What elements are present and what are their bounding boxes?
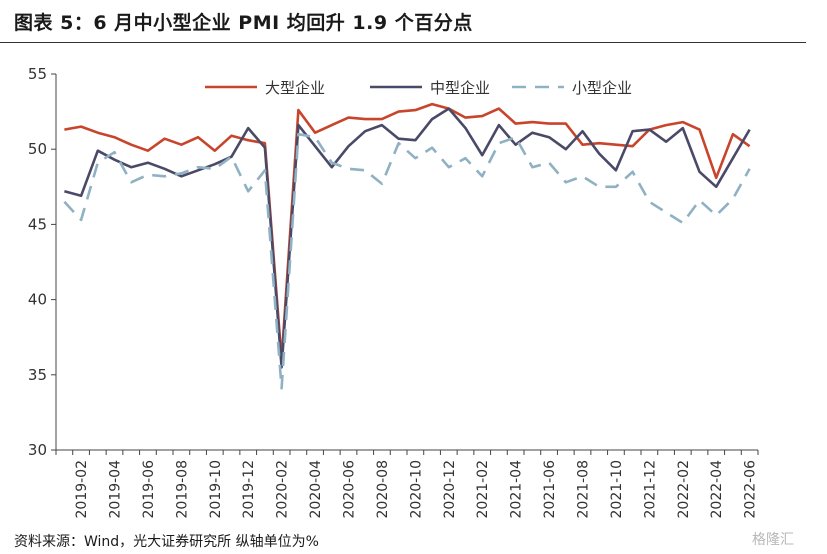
series-line-1: [64, 102, 751, 362]
y-tick-label: 35: [28, 366, 47, 384]
x-tick-label: 2020-10: [408, 460, 424, 519]
y-tick-label: 30: [28, 441, 47, 459]
x-tick-label: 2022-06: [743, 460, 759, 519]
chart-axes: 30 35 40 45 50 55 2019-02 2019-04 2019-06 2019-08…: [28, 65, 759, 519]
x-tick-label: 2019-10: [208, 460, 224, 519]
legend-label-3: 小型企业: [572, 79, 632, 97]
x-tick-label: 2022-04: [709, 460, 725, 519]
series-line-3: [63, 132, 751, 390]
figure-title: 图表 5：6 月中小型企业 PMI 均回升 1.9 个百分点: [14, 12, 473, 34]
legend-label-2: 中型企业: [430, 79, 490, 97]
x-tick-label: 2021-04: [509, 460, 525, 519]
legend-label-1: 大型企业: [265, 79, 325, 97]
x-tick-label: 2022-02: [676, 460, 692, 519]
source-note: 资料来源：Wind，光大证券研究所 纵轴单位为%: [14, 534, 319, 550]
line-chart: 30 35 40 45 50 55 2019-02 2019-04 2019-06 2019-08…: [28, 65, 759, 519]
series-line-2: [64, 107, 751, 369]
x-tick-label: 2021-12: [642, 460, 658, 519]
x-tick-label: 2020-06: [342, 460, 358, 519]
x-tick-label: 2021-02: [475, 460, 491, 519]
chart-legend: 大型企业 中型企业 小型企业: [205, 79, 632, 97]
x-tick-label: 2019-08: [174, 460, 190, 519]
y-tick-label: 45: [28, 215, 47, 233]
x-tick-label: 2019-12: [241, 460, 257, 519]
x-tick-label: 2020-02: [275, 460, 291, 519]
x-tick-label: 2020-04: [308, 460, 324, 519]
title-divider: [0, 42, 806, 43]
x-tick-label: 2019-02: [74, 460, 90, 519]
x-tick-label: 2021-06: [542, 460, 558, 519]
x-tick-label: 2019-06: [141, 460, 157, 519]
y-tick-label: 55: [28, 65, 47, 83]
x-tick-label: 2020-12: [442, 460, 458, 519]
series-layer: [63, 102, 751, 390]
x-tick-label: 2021-08: [576, 460, 592, 519]
x-tick-label: 2019-04: [108, 460, 124, 519]
x-tick-label: 2020-08: [375, 460, 391, 519]
x-tick-label: 2021-10: [609, 460, 625, 519]
y-tick-label: 40: [28, 291, 47, 309]
y-tick-label: 50: [28, 140, 47, 158]
watermark-logo: 格隆汇: [752, 532, 794, 548]
